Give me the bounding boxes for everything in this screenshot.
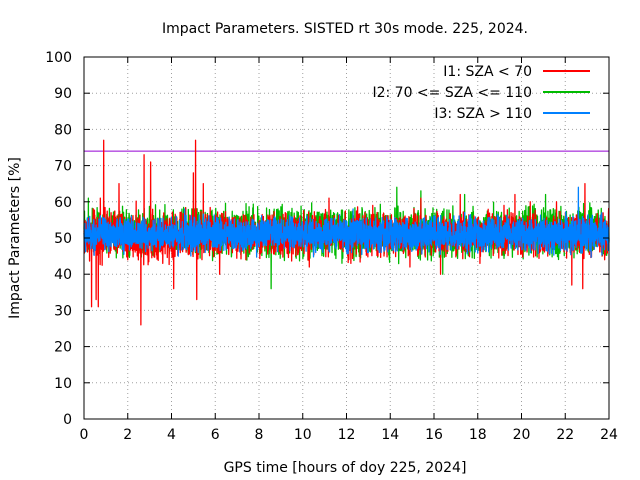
- y-tick-label: 90: [54, 86, 72, 102]
- legend-label-1: I2: 70 <= SZA <= 110: [372, 85, 532, 101]
- tick-labels: 0 2 4 6 8 10 12 14 16 18 20 22 240102030405060708090…: [45, 50, 618, 443]
- y-tick-label: 80: [54, 122, 72, 138]
- x-tick-label: 0: [80, 427, 89, 443]
- axis-ticks: [83, 56, 610, 420]
- series-line-2: [83, 186, 610, 258]
- x-tick-label: 24: [600, 427, 618, 443]
- x-tick-label: 4: [167, 427, 176, 443]
- legend-label-0: I1: SZA < 70: [443, 64, 532, 80]
- y-tick-label: 40: [54, 267, 72, 283]
- chart-title: Impact Parameters. SISTED rt 30s mode. 2…: [162, 21, 528, 37]
- y-tick-label: 50: [54, 231, 72, 247]
- x-tick-label: 2: [123, 427, 132, 443]
- x-tick-label: 12: [338, 427, 356, 443]
- series-group: [83, 139, 610, 326]
- y-tick-label: 0: [63, 412, 72, 428]
- x-tick-label: 22: [556, 427, 574, 443]
- x-tick-label: 16: [425, 427, 443, 443]
- y-tick-label: 20: [54, 340, 72, 356]
- x-tick-label: 18: [469, 427, 487, 443]
- y-tick-label: 70: [54, 159, 72, 175]
- y-tick-label: 60: [54, 195, 72, 211]
- x-tick-label: 10: [294, 427, 312, 443]
- legend-label-2: I3: SZA > 110: [434, 106, 532, 122]
- y-tick-label: 30: [54, 303, 72, 319]
- legend: I1: SZA < 70 I2: 70 <= SZA <= 110 I3: SZA …: [372, 64, 590, 122]
- y-tick-label: 100: [45, 50, 72, 66]
- x-axis-title: GPS time [hours of doy 225, 2024]: [224, 460, 467, 476]
- y-axis-title: Impact Parameters [%]: [7, 157, 23, 319]
- x-tick-label: 6: [211, 427, 220, 443]
- x-tick-label: 8: [255, 427, 264, 443]
- x-tick-label: 14: [381, 427, 399, 443]
- y-tick-label: 10: [54, 376, 72, 392]
- x-tick-label: 20: [513, 427, 531, 443]
